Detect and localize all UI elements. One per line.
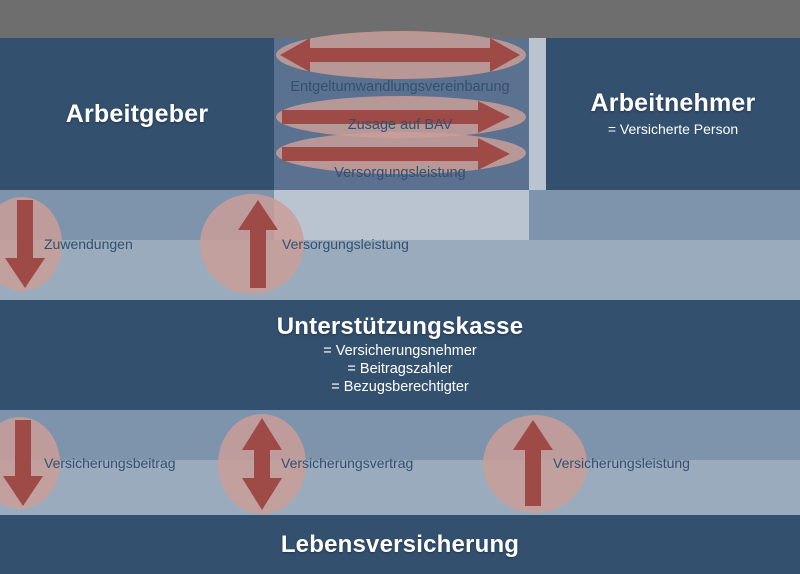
employer-box[interactable]: Arbeitgeber	[0, 38, 274, 190]
mid-arrow-up-label: Versorgungsleistung	[282, 236, 409, 252]
center-right-strip	[529, 38, 546, 190]
support-fund-line-3: = Bezugsberechtigter	[331, 378, 469, 395]
employee-title: Arbeitnehmer	[590, 89, 756, 118]
bottom-arrow-up-label: Versicherungsleistung	[553, 455, 690, 471]
top-arrow-3[interactable]	[282, 136, 510, 172]
life-insurance-box[interactable]: Lebensversicherung	[0, 515, 800, 574]
bottom-arrow-updown[interactable]	[240, 418, 284, 510]
top-arrow-2[interactable]	[282, 99, 510, 135]
mid-arrow-down-label: Zuwendungen	[44, 236, 133, 252]
mid-arrow-up[interactable]	[238, 200, 278, 288]
top-arrow-2-label: Zusage auf BAV	[347, 117, 453, 133]
support-fund-box[interactable]: Unterstützungskasse = Versicherungsnehme…	[0, 300, 800, 410]
support-fund-title: Unterstützungskasse	[276, 313, 524, 341]
top-arrow-3-label: Versorgungsleistung	[334, 165, 466, 181]
bottom-arrow-down[interactable]	[3, 420, 43, 506]
life-insurance-title: Lebensversicherung	[280, 530, 520, 558]
center-light-patch	[274, 190, 529, 240]
employee-box[interactable]: Arbeitnehmer = Versicherte Person	[546, 38, 800, 190]
support-fund-line-2: = Beitragszahler	[347, 361, 453, 378]
top-arrow-1-label: Entgeltumwandlungsvereinbarung	[290, 79, 510, 95]
top-arrow-1[interactable]	[280, 32, 520, 78]
bottom-arrow-up[interactable]	[513, 420, 553, 506]
mid-arrow-down[interactable]	[5, 200, 45, 288]
bottom-arrow-updown-label: Versicherungsvertrag	[281, 455, 414, 471]
employee-subtitle: = Versicherte Person	[607, 121, 739, 138]
bottom-arrow-down-label: Versicherungsbeitrag	[44, 455, 176, 471]
background-band-5	[0, 410, 800, 460]
support-fund-line-1: = Versicherungsnehmer	[323, 343, 477, 360]
background-band-6	[0, 460, 800, 515]
employer-title: Arbeitgeber	[65, 99, 209, 128]
